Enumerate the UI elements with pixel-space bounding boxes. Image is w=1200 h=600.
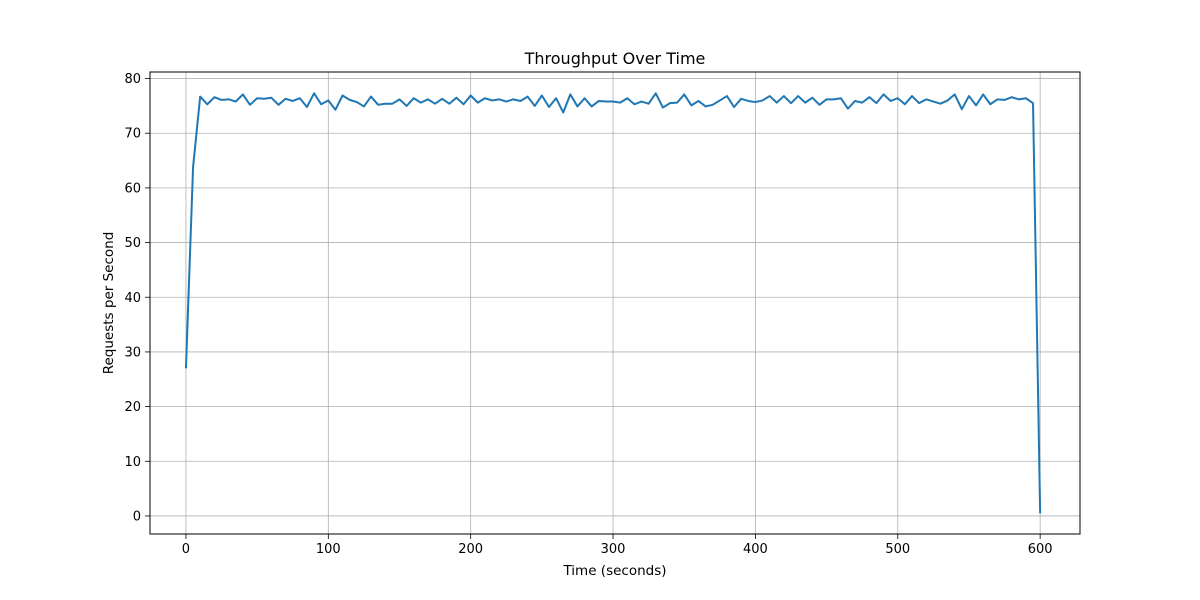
y-tick-label: 20 (124, 400, 141, 415)
x-tick-label: 600 (1028, 542, 1053, 557)
y-tick-label: 50 (124, 236, 141, 251)
y-tick-label: 0 (133, 509, 141, 524)
y-tick-label: 60 (124, 181, 141, 196)
x-tick-label: 500 (885, 542, 910, 557)
y-tick-label: 10 (124, 455, 141, 470)
throughput-series-line (184, 92, 1042, 514)
y-tick-label: 70 (124, 127, 141, 142)
x-tick-label: 300 (601, 542, 626, 557)
x-tick-label: 400 (743, 542, 768, 557)
x-tick-label: 0 (182, 542, 190, 557)
series-layer (184, 92, 1042, 514)
x-tick-label: 200 (458, 542, 483, 557)
y-tick-label: 80 (124, 72, 141, 87)
plot-area-frame (149, 71, 1081, 535)
y-tick-label: 40 (124, 291, 141, 306)
x-tick-label: 100 (316, 542, 341, 557)
x-axis-label: Time (seconds) (562, 563, 666, 579)
y-axis-ticks: 0 10 20 30 40 50 60 70 80 (124, 72, 150, 524)
y-axis-label: Requests per Second (101, 232, 117, 375)
y-tick-label: 30 (124, 345, 141, 360)
x-axis-ticks: 0 100 200 300 400 500 600 (182, 534, 1053, 557)
chart-title: Throughput Over Time (524, 49, 706, 68)
grid-lines (150, 72, 1080, 534)
